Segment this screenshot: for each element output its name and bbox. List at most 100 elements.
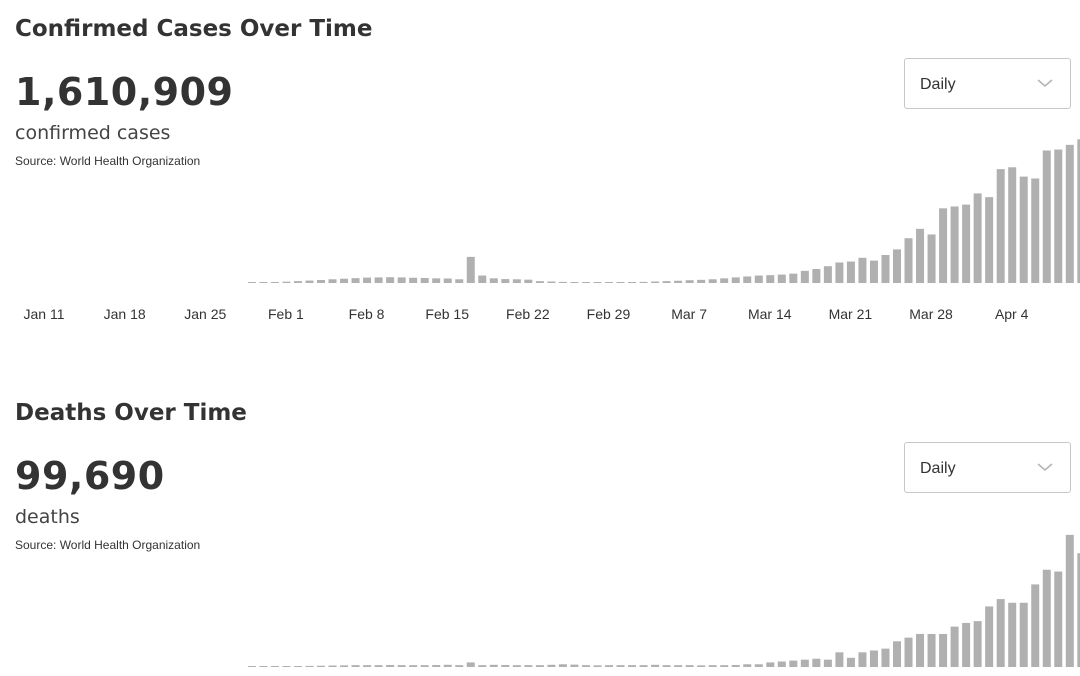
deaths-bar: [247, 666, 256, 667]
cases-bar: [558, 281, 567, 283]
cases-bar: [1019, 176, 1028, 283]
cases-bar: [743, 276, 752, 283]
cases-bar-chart: Jan 11 Jan 18 Jan 25 Feb 1 Feb 8 Feb 15 Feb 22…: [24, 139, 1080, 322]
cases-bar: [720, 278, 729, 283]
deaths-bar: [697, 665, 706, 667]
cases-x-tick-label: Apr 4: [995, 306, 1029, 322]
deaths-bar: [605, 665, 613, 667]
deaths-bar: [985, 606, 994, 667]
cases-bar: [708, 279, 717, 283]
deaths-bar: [685, 665, 694, 667]
cases-bar: [386, 277, 395, 283]
deaths-bar: [478, 665, 487, 667]
cases-bar: [512, 279, 521, 283]
cases-bar: [996, 169, 1005, 283]
cases-bar: [340, 278, 349, 283]
deaths-bar: [466, 662, 475, 667]
cases-bar: [270, 282, 279, 283]
cases-x-tick-label: Feb 29: [587, 306, 631, 322]
deaths-bar: [340, 665, 349, 667]
cases-bar: [293, 281, 302, 283]
deaths-bar: [593, 665, 602, 667]
cases-bar: [328, 279, 337, 283]
deaths-bar: [328, 665, 337, 667]
deaths-bar: [823, 659, 832, 667]
cases-total: 1,610,909: [15, 70, 234, 114]
cases-bar: [282, 281, 291, 283]
cases-bar: [1054, 149, 1063, 283]
deaths-bar: [501, 664, 510, 667]
cases-bar: [823, 266, 832, 283]
cases-bar: [731, 277, 740, 283]
deaths-bar: [662, 665, 671, 667]
cases-bar: [489, 278, 498, 283]
deaths-bar: [754, 664, 763, 667]
deaths-bar: [904, 637, 913, 667]
deaths-bar: [628, 665, 637, 667]
cases-bar: [351, 278, 360, 283]
cases-bar: [1077, 139, 1080, 283]
cases-x-tick-label: Mar 21: [829, 306, 873, 322]
deaths-bar: [570, 664, 579, 667]
cases-bar: [409, 277, 418, 283]
deaths-bar: [547, 664, 556, 667]
deaths-bar: [432, 664, 441, 667]
deaths-total: 99,690: [15, 454, 165, 498]
cases-source: Source: World Health Organization: [15, 154, 201, 168]
deaths-unit: deaths: [15, 506, 80, 528]
cases-bar: [904, 238, 913, 283]
cases-bar: [547, 281, 556, 283]
deaths-bar: [846, 657, 855, 667]
cases-bar: [570, 282, 579, 283]
cases-bar: [535, 281, 544, 283]
cases-bar: [939, 208, 948, 283]
deaths-bar: [869, 650, 878, 667]
deaths-bar: [524, 665, 533, 667]
deaths-bar: [1019, 602, 1028, 667]
cases-bar: [950, 206, 959, 283]
deaths-bar: [800, 659, 809, 667]
deaths-bar: [270, 666, 279, 667]
deaths-bar: [363, 665, 372, 667]
deaths-bar: [651, 664, 660, 667]
deaths-bar: [996, 599, 1005, 667]
cases-bar: [697, 279, 706, 283]
cases-bar: [247, 282, 256, 283]
deaths-bar: [455, 665, 464, 667]
deaths-bar: [939, 633, 948, 667]
cases-bar: [443, 278, 452, 283]
deaths-bar: [374, 665, 383, 667]
cases-x-tick-label: Feb 22: [506, 306, 550, 322]
cases-bar: [581, 282, 590, 283]
cases-bar: [420, 277, 429, 283]
cases-bar: [524, 279, 533, 283]
cases-bar: [374, 277, 383, 283]
cases-bar: [685, 280, 694, 283]
deaths-bar: [443, 664, 452, 667]
cases-frequency-dropdown[interactable]: Daily: [904, 58, 1071, 109]
cases-bar: [858, 257, 867, 283]
deaths-bar: [674, 665, 683, 667]
cases-bar: [616, 282, 625, 283]
deaths-bar: [639, 665, 648, 667]
deaths-bar: [812, 658, 821, 667]
cases-title: Confirmed Cases Over Time: [15, 16, 373, 42]
cases-bar: [455, 279, 464, 283]
cases-bar: [962, 204, 971, 283]
cases-bar: [397, 277, 406, 283]
deaths-bar: [858, 652, 867, 667]
cases-bar: [628, 282, 637, 283]
cases-bar: [1031, 178, 1040, 283]
deaths-frequency-dropdown[interactable]: Daily: [904, 442, 1071, 493]
cases-bar: [259, 282, 268, 283]
deaths-bar: [489, 664, 498, 667]
chevron-down-icon: [1037, 463, 1053, 472]
cases-bar: [662, 281, 671, 283]
cases-bar: [432, 278, 441, 283]
deaths-bar: [766, 662, 775, 667]
cases-x-tick-label: Mar 7: [671, 306, 707, 322]
deaths-bar: [282, 666, 291, 667]
cases-bar: [846, 261, 855, 283]
cases-bar: [1042, 150, 1051, 283]
deaths-bar: [305, 665, 314, 667]
